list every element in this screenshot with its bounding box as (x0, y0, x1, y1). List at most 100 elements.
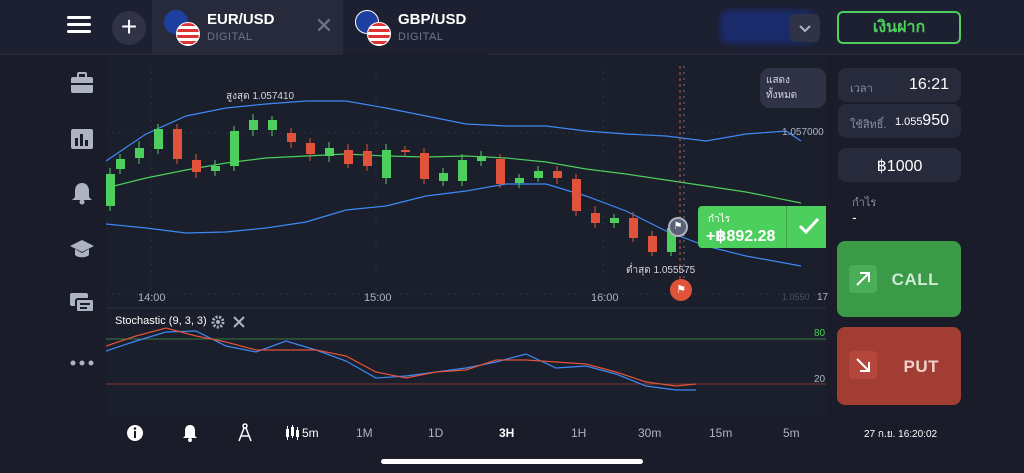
tab-gbp-usd[interactable]: GBP/USD DIGITAL (343, 0, 490, 55)
indicator-label: Stochastic (9, 3, 3) (115, 315, 207, 327)
timeframe-1D[interactable]: 1D (428, 426, 444, 440)
bollinger-upper-line (106, 100, 802, 162)
time-tick-1400: 14:00 (138, 292, 166, 304)
profit-badge-value: +฿892.28 (706, 228, 776, 245)
amount-value: ฿1000 (876, 158, 923, 175)
candle-body (230, 131, 239, 166)
candle-timeframe-label[interactable]: 5m (302, 426, 319, 440)
candle-body (553, 171, 562, 178)
time-tick-1500: 15:00 (364, 292, 392, 304)
candle-body (344, 150, 353, 164)
call-button[interactable]: CALL (837, 241, 961, 317)
bell-icon[interactable] (68, 180, 96, 206)
osc-level-20-label: 20 (814, 374, 826, 385)
chat-support-icon[interactable] (68, 290, 96, 316)
strike-selector[interactable]: ใช้สิทธิ์. 1.055 950 (838, 104, 961, 138)
call-label: CALL (891, 270, 939, 289)
amount-input[interactable]: ฿1000 (838, 148, 961, 182)
entry-flag-marker[interactable]: ⚑ (668, 217, 688, 237)
tab-subtitle: DIGITAL (207, 31, 253, 43)
candle-body (667, 228, 676, 252)
chart-stats-icon[interactable] (68, 126, 96, 152)
candle-body (192, 160, 201, 172)
price-chart[interactable]: แสดงทั้งหมด สูงสุด 1.057410 ต่ำสุด 1.055… (106, 56, 828, 416)
candle-body (458, 160, 467, 181)
timeframe-1H[interactable]: 1H (571, 426, 587, 440)
high-label: สูงสุด 1.057410 (226, 91, 295, 102)
timeframe-5m[interactable]: 5m (783, 426, 800, 440)
put-label: PUT (903, 357, 939, 376)
tab-eur-usd[interactable]: EUR/USD DIGITAL ✕ (152, 0, 345, 55)
candle-body (496, 159, 505, 184)
arrow-up-right-icon (849, 265, 877, 293)
show-all-button[interactable]: แสดงทั้งหมด (760, 68, 826, 108)
strike-value-big: 950 (922, 112, 949, 129)
timeframe-3H[interactable]: 3H (499, 426, 515, 440)
time-label: เวลา (850, 83, 873, 95)
profit-label: กำไร (852, 197, 877, 209)
low-label: ต่ำสุด 1.055575 (626, 265, 696, 276)
timeframe-1M[interactable]: 1M (356, 426, 373, 440)
profit-badge-label: กำไร (708, 214, 731, 225)
drawing-compass-icon[interactable] (236, 423, 254, 443)
eur-usd-flag-icon (164, 10, 200, 46)
profit-badge[interactable]: กำไร +฿892.28 (698, 206, 826, 248)
alert-bell-icon[interactable] (181, 424, 199, 442)
time-selector[interactable]: เวลา 16:21 (838, 68, 961, 102)
close-icon[interactable]: ✕ (314, 13, 334, 38)
bottom-toolbar: 5m 1M 1D 3H 1H 30m 15m 5m 27 ก.ย. 16:20:… (106, 418, 1024, 448)
hamburger-menu-icon[interactable] (62, 12, 96, 42)
candle-body (610, 218, 619, 223)
osc-level-80-label: 80 (814, 328, 826, 339)
expiry-flag-marker[interactable]: ⚑ (670, 279, 692, 301)
timeframe-15m[interactable]: 15m (709, 426, 733, 440)
balance-dropdown-button[interactable] (790, 14, 820, 42)
candle-body (173, 129, 182, 159)
add-asset-button[interactable]: + (112, 11, 146, 45)
briefcase-icon[interactable] (68, 70, 96, 96)
gear-icon[interactable] (210, 314, 226, 330)
education-cap-icon[interactable] (68, 236, 96, 262)
candle-body (106, 174, 115, 206)
time-tick-1600: 16:00 (591, 292, 619, 304)
top-bar: + EUR/USD DIGITAL ✕ GBP/USD DIGITAL เงิน… (0, 0, 1024, 55)
tab-name: EUR/USD (207, 11, 275, 28)
chart-grid (106, 66, 826, 296)
candle-body (477, 156, 486, 161)
info-icon[interactable] (126, 424, 144, 442)
checkmark-icon[interactable] (794, 206, 824, 248)
candle-body (534, 171, 543, 178)
profit-value: - (852, 209, 857, 225)
deposit-button[interactable]: เงินฝาก (837, 11, 961, 44)
strike-value-small: 1.055 (895, 116, 923, 128)
close-indicator-icon[interactable] (232, 315, 246, 329)
trade-panel: เวลา 16:21 ใช้สิทธิ์. 1.055 950 ฿1000 กำ… (830, 56, 1024, 416)
home-indicator (381, 459, 643, 464)
arrow-down-right-icon (849, 351, 877, 379)
timeframe-30m[interactable]: 30m (638, 426, 662, 440)
time-value: 16:21 (908, 76, 949, 93)
price-level-label: 1.057000 (782, 127, 824, 138)
candle-body (116, 159, 125, 169)
candle-body (135, 148, 144, 158)
chevron-down-icon (799, 25, 811, 33)
candle-body (439, 173, 448, 181)
candle-body (382, 150, 391, 178)
more-dots-icon[interactable] (68, 350, 96, 376)
candles-type-icon[interactable] (284, 424, 300, 442)
tab-name: GBP/USD (398, 11, 467, 28)
candle-body (325, 148, 334, 156)
candle-body (648, 236, 657, 252)
candle-body (211, 166, 220, 171)
candle-body (515, 178, 524, 183)
server-datetime: 27 ก.ย. 16:20:02 (864, 429, 938, 440)
axis-cut-left: 1.0550 (782, 292, 810, 302)
candle-body (154, 129, 163, 149)
stochastic-d-line (106, 327, 697, 387)
candle-body (591, 213, 600, 223)
profit-badge-divider (786, 206, 787, 248)
candlestick-series (106, 114, 676, 256)
strike-label: ใช้สิทธิ์. (850, 119, 887, 131)
put-button[interactable]: PUT (837, 327, 961, 405)
candle-body (287, 133, 296, 142)
